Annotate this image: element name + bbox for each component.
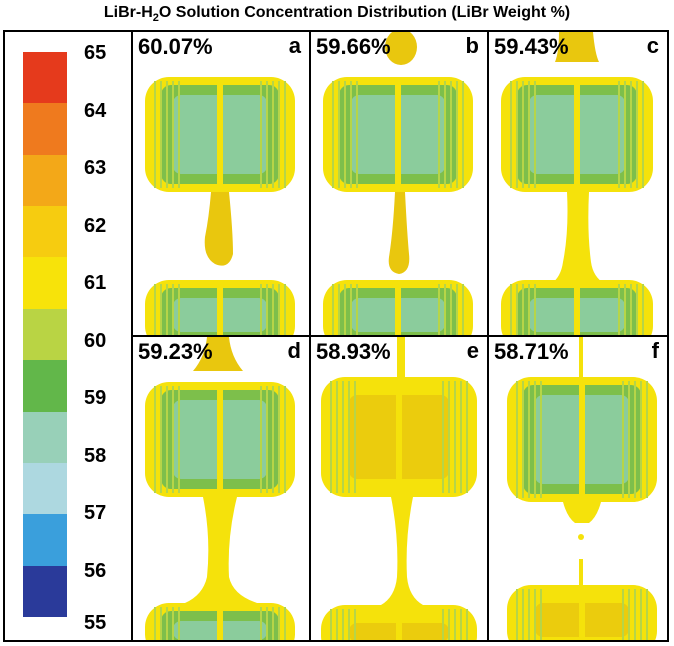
lower-coil-divider: [217, 280, 223, 335]
lower-coil-divider: [396, 605, 402, 640]
concentration-value: 58.71%: [494, 339, 569, 364]
panel-letter: a: [288, 33, 301, 58]
legend-label-58: 58: [84, 445, 107, 467]
legend-swatch: [23, 411, 67, 464]
incoming-droplet: [193, 337, 243, 371]
legend-label-60: 60: [84, 330, 107, 352]
feed-stream: [397, 337, 405, 377]
panel-letter: b: [465, 33, 479, 58]
panel-e: 58.93% e: [311, 337, 487, 640]
legend-label-59: 59: [84, 387, 107, 409]
legend-label-55: 55: [84, 612, 107, 634]
legend-label-62: 62: [84, 215, 107, 237]
legend-swatch: [23, 565, 67, 618]
concentration-value: 59.66%: [316, 34, 391, 59]
upper-coil-divider: [579, 377, 585, 502]
incoming-droplet: [555, 32, 599, 62]
color-legend: 65 64 63 62 61 60 59 58 57 56 55: [5, 32, 133, 640]
upper-coil-divider: [217, 382, 223, 497]
liquid-droplet: [204, 192, 233, 266]
lower-coil-divider: [579, 585, 585, 640]
feed-stream: [579, 337, 583, 377]
upper-coil-divider: [396, 377, 402, 497]
legend-swatch: [23, 103, 67, 156]
legend-swatch: [23, 308, 67, 361]
lower-coil-divider: [574, 280, 580, 335]
simulation-image-c: [501, 32, 653, 335]
falling-drop: [578, 534, 584, 540]
figure-frame: [3, 30, 669, 642]
panel-divider: [133, 335, 667, 337]
upper-coil-divider: [574, 77, 580, 192]
legend-label-65: 65: [84, 42, 107, 64]
concentration-value: 59.43%: [494, 34, 569, 59]
incoming-droplet: [385, 32, 417, 65]
legend-label-57: 57: [84, 502, 107, 524]
panel-letter: d: [287, 338, 301, 363]
thin-stream: [579, 559, 583, 585]
simulation-image-e: [321, 337, 477, 640]
panel-a: 60.07% a: [133, 32, 309, 335]
legend-swatch: [23, 462, 67, 515]
panel-d: 59.23% d: [133, 337, 309, 640]
droplet-neck: [563, 502, 601, 523]
lower-coil-divider: [217, 603, 223, 640]
legend-swatch: [23, 514, 67, 567]
lower-coil-divider: [395, 280, 401, 335]
panel-letter: e: [466, 338, 479, 363]
legend-swatch: [23, 360, 67, 413]
panel-f: 58.71% f: [489, 337, 667, 640]
panel-letter: c: [646, 33, 659, 58]
liquid-bridge: [185, 497, 257, 603]
panel-letter: f: [651, 338, 659, 363]
panel-b: 59.66% b: [311, 32, 487, 335]
simulation-image-f: [507, 337, 657, 640]
upper-coil-divider: [217, 77, 223, 192]
legend-swatch: [23, 52, 67, 104]
legend-label-63: 63: [84, 157, 107, 179]
legend-label-61: 61: [84, 272, 107, 294]
concentration-value: 59.23%: [138, 339, 213, 364]
legend-label-56: 56: [84, 560, 107, 582]
legend-swatch: [23, 154, 67, 207]
simulation-image-a: [145, 77, 295, 335]
liquid-column: [381, 497, 423, 605]
panel-c: 59.43% c: [489, 32, 667, 335]
legend-swatch: [23, 257, 67, 310]
upper-coil-divider: [395, 77, 401, 192]
simulation-image-b: [323, 32, 473, 335]
concentration-value: 58.93%: [316, 339, 391, 364]
figure-title: LiBr-H2O Solution Concentration Distribu…: [103, 4, 571, 25]
color-scale-bar: [23, 52, 67, 618]
legend-label-64: 64: [84, 100, 107, 122]
liquid-column: [388, 192, 410, 274]
concentration-value: 60.07%: [138, 34, 213, 59]
legend-swatch: [23, 206, 67, 258]
liquid-bridge: [551, 192, 605, 284]
simulation-image-d: [145, 337, 295, 640]
